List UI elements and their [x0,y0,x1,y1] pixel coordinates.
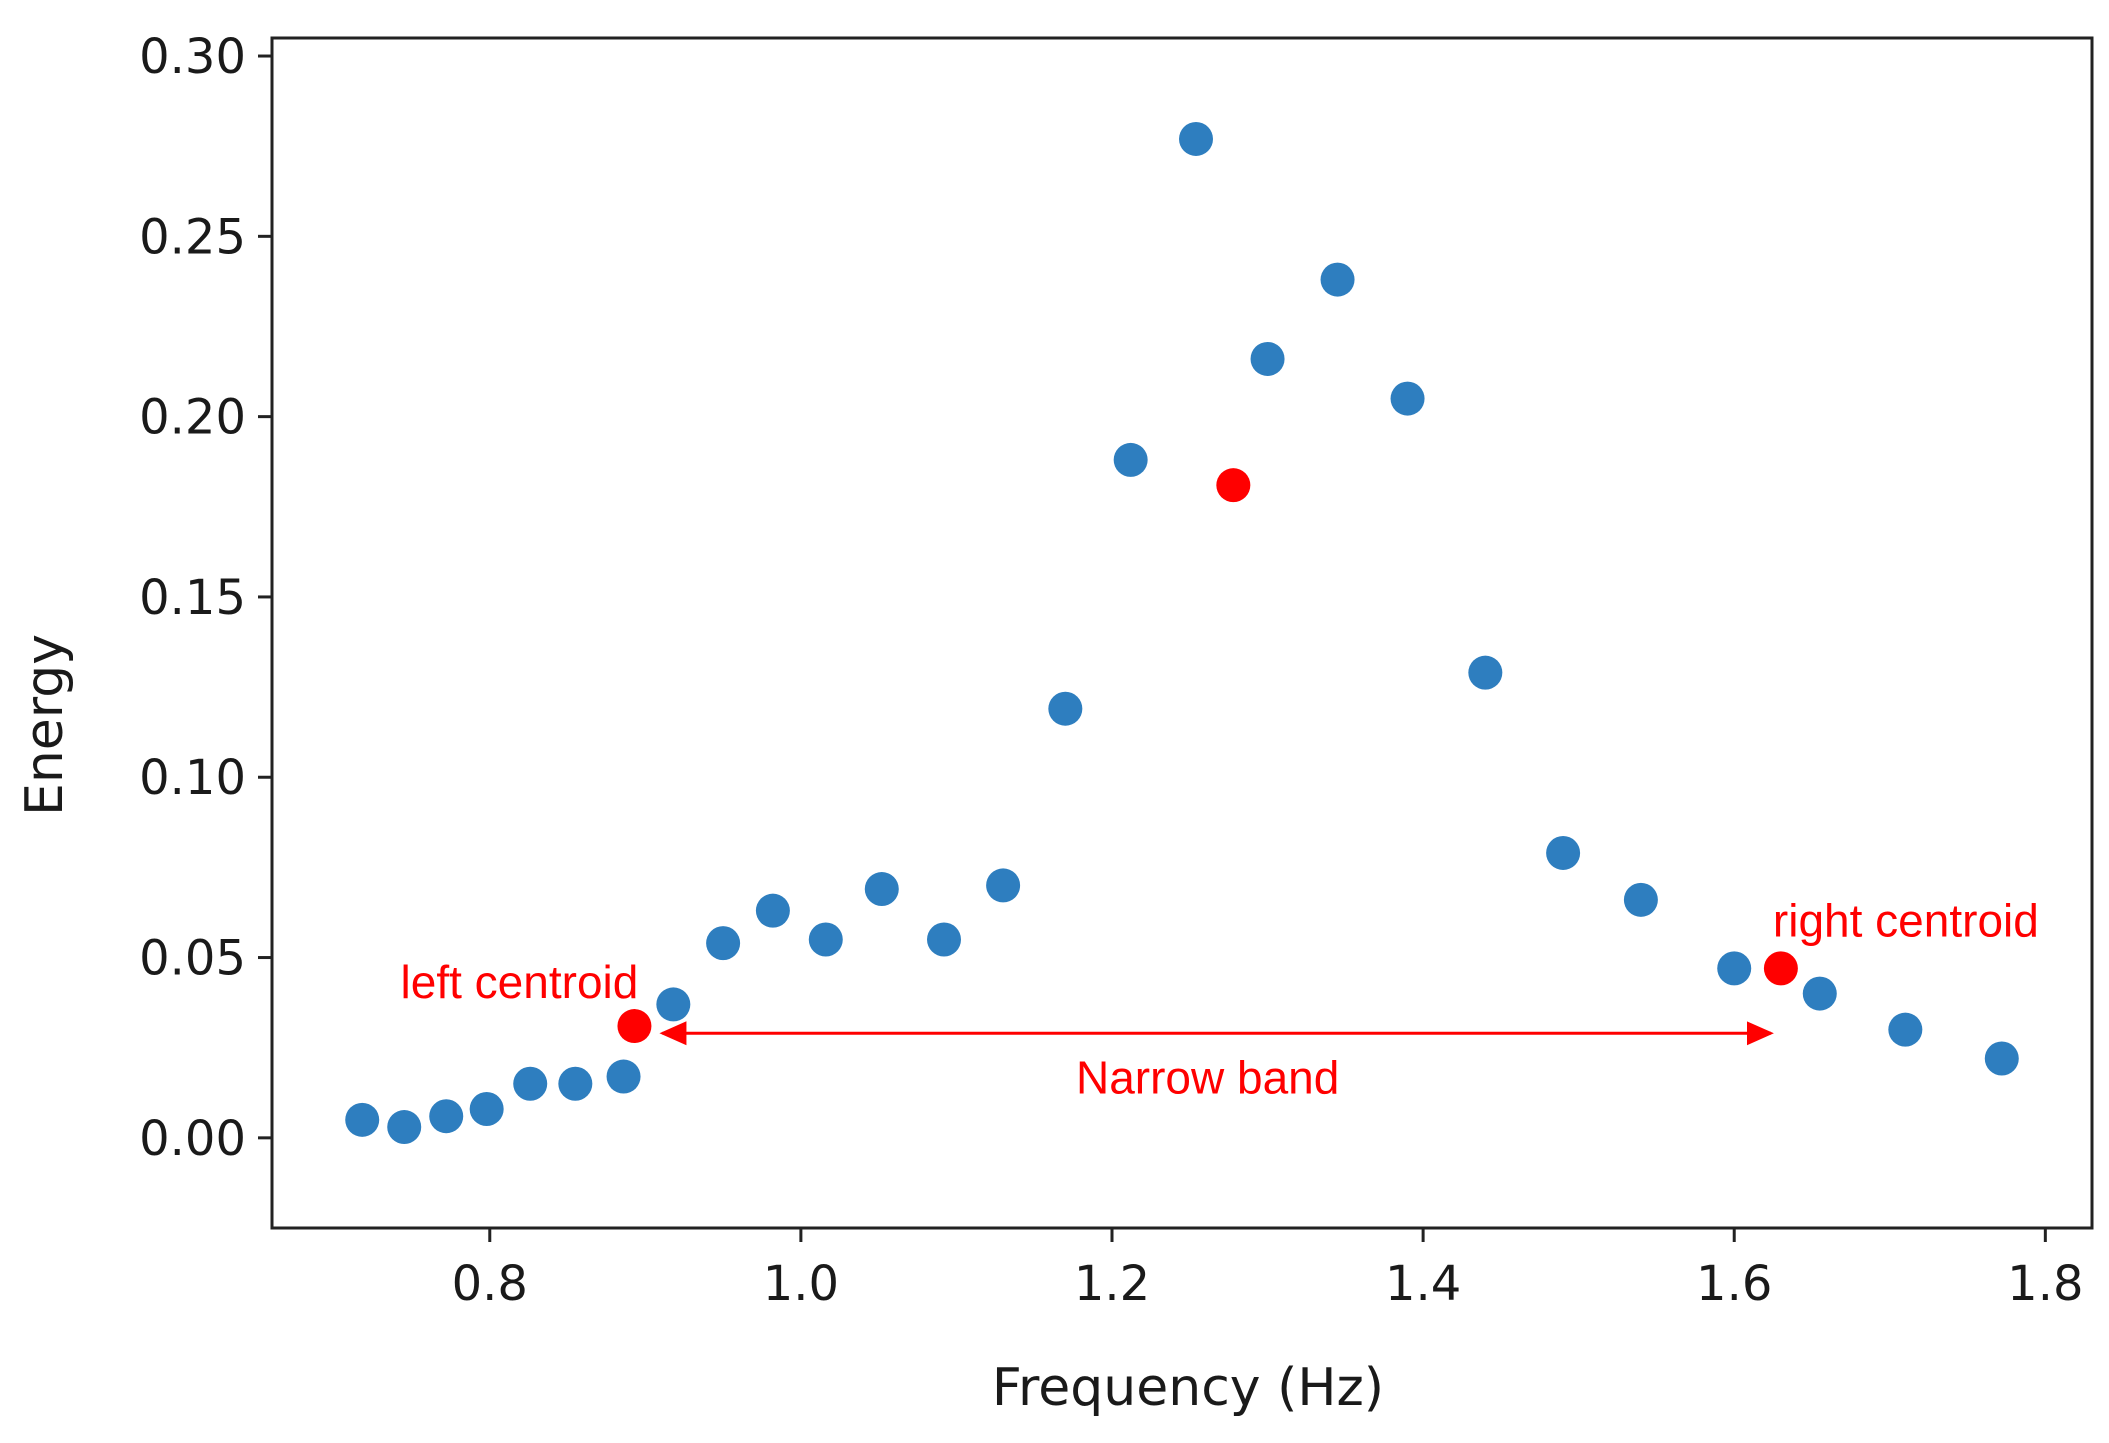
data-point [1320,262,1355,297]
x-tick-label: 1.2 [1074,1256,1150,1312]
data-point [656,987,691,1022]
narrow-band-label: Narrow band [1076,1051,1339,1103]
y-axis-title: Energy [15,634,75,816]
data-point [1179,121,1213,156]
x-axis-title: Frequency (Hz) [992,1358,1384,1418]
data-point [1390,381,1425,416]
data-point [706,926,741,961]
x-axis-ticks: 0.8 1.0 1.2 1.4 1.6 1.8 [452,1228,2084,1312]
data-point [1717,951,1752,986]
y-tick-label: 0.20 [139,390,246,446]
x-tick-label: 1.4 [1385,1256,1461,1312]
y-tick-label: 0.10 [139,750,246,806]
left-centroid-label: left centroid [401,956,639,1008]
data-point [864,872,899,907]
x-tick-label: 1.6 [1696,1256,1772,1312]
data-point [513,1066,548,1101]
data-point [606,1059,641,1094]
data-point [986,868,1021,903]
data-point [387,1110,422,1145]
data-point [927,922,961,957]
data-point [1623,882,1658,917]
data-point [1546,835,1581,870]
series-blue [345,121,2019,1145]
data-point [1984,1041,2019,1076]
x-tick-label: 1.8 [2007,1256,2083,1312]
y-tick-label: 0.05 [139,931,246,987]
y-tick-label: 0.25 [139,209,246,265]
data-point [345,1102,380,1137]
data-point [1468,655,1503,690]
x-tick-label: 1.0 [763,1256,839,1312]
data-point [1250,341,1285,376]
series-red-centroids [617,468,1798,1044]
data-point [1113,442,1148,477]
series-layer [345,121,2019,1145]
y-tick-label: 0.00 [139,1111,246,1167]
x-tick-label: 0.8 [452,1256,528,1312]
data-point [558,1066,593,1101]
data-point [469,1092,504,1126]
right-centroid-label: right centroid [1773,894,2039,946]
annotation-layer: Narrow band left centroid right centroid [401,894,2039,1103]
y-tick-label: 0.30 [139,29,246,85]
plot-frame [270,36,2094,1230]
data-point [1802,976,1837,1011]
y-tick-label: 0.15 [139,570,246,626]
centroid-point [617,1009,652,1044]
data-point [808,922,843,957]
data-point [755,893,790,928]
data-point [1048,691,1083,726]
centroid-point [1763,951,1798,986]
data-point [1888,1012,1923,1047]
centroid-point [1216,468,1251,503]
y-axis-ticks: 0.00 0.05 0.10 0.15 0.20 0.25 0.30 [139,29,272,1167]
data-point [429,1099,464,1134]
